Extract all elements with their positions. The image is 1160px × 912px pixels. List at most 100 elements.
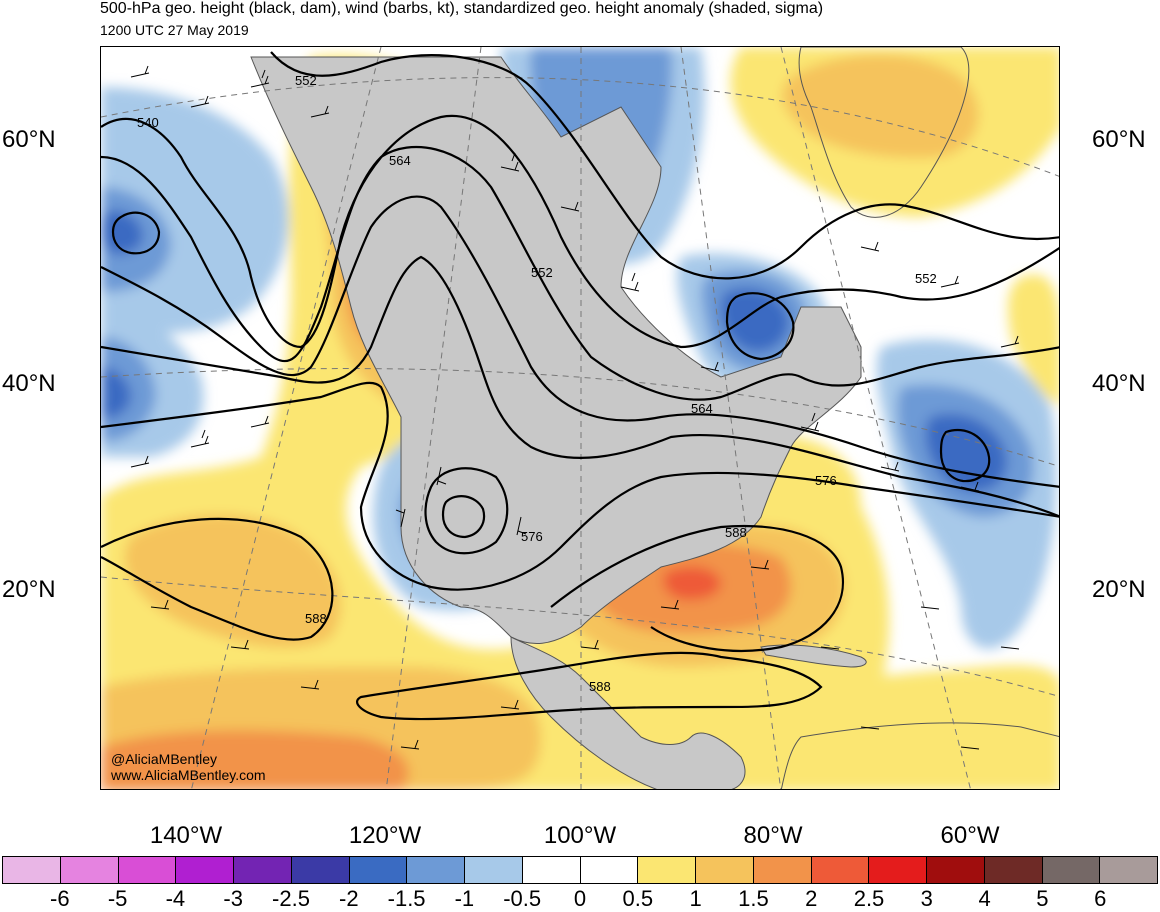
contour-label-588-gulf: 588 xyxy=(725,525,747,540)
lon-label-140w: 140°W xyxy=(149,822,223,849)
graticule-lon-80 xyxy=(680,47,782,789)
colorbar-cell xyxy=(696,857,754,883)
wind-barb xyxy=(130,65,150,78)
map-title: 500-hPa geo. height (black, dam), wind (… xyxy=(100,0,824,17)
colorbar-label: 0.5 xyxy=(622,886,654,911)
graticule-lat-60 xyxy=(101,77,1059,177)
colorbar-label: -1.5 xyxy=(387,886,426,911)
colorbar-cell xyxy=(407,857,465,883)
anomaly-2-tropics xyxy=(101,730,409,789)
wind-barb xyxy=(150,599,170,610)
colorbar-label: -2.5 xyxy=(272,886,310,911)
colorbar-cell xyxy=(118,857,177,883)
wind-barb xyxy=(395,508,406,528)
land-greenland xyxy=(798,47,970,218)
contour-label-552-center: 552 xyxy=(531,265,553,280)
colorbar-cell xyxy=(349,857,408,883)
wind-barb xyxy=(940,275,960,288)
anomaly-15-nepac xyxy=(124,514,341,648)
wind-barb xyxy=(660,599,680,610)
colorbar-cell xyxy=(291,857,350,883)
graticule-lon-140 xyxy=(190,47,382,789)
colorbar-cell xyxy=(522,857,581,883)
colorbar-label: 0 xyxy=(573,886,587,911)
colorbar-label: 3 xyxy=(920,886,933,911)
wind-barb xyxy=(620,272,640,292)
colorbar-cell xyxy=(811,857,870,883)
wind-barb xyxy=(516,516,527,536)
land-north-america xyxy=(250,56,862,645)
land-mexico xyxy=(510,636,746,789)
colorbar-label: 6 xyxy=(1094,886,1107,911)
lat-label-20n-left: 20°N xyxy=(2,576,56,603)
land-masses xyxy=(250,47,1059,789)
contour-line xyxy=(101,255,1059,518)
colorbar-cell xyxy=(984,857,1043,883)
graticule xyxy=(101,47,1059,789)
wind-barb xyxy=(500,152,520,172)
map-panel: 552 540 564 552 552 564 576 576 588 588 … xyxy=(100,46,1060,790)
lon-label-80w: 80°W xyxy=(743,822,803,849)
contour-line xyxy=(101,195,1059,488)
colorbar-cell xyxy=(465,857,523,883)
contour-line xyxy=(101,517,334,641)
wind-barb xyxy=(860,726,880,730)
land-south-america xyxy=(780,722,1059,789)
contour-line xyxy=(424,467,509,555)
wind-barb xyxy=(700,361,720,372)
contour-label-564-east: 564 xyxy=(691,401,713,416)
colorbar-label: -2 xyxy=(339,886,359,911)
contour-label-576-cutoff: 576 xyxy=(521,529,543,544)
wind-barb xyxy=(190,429,210,448)
contour-line xyxy=(725,292,795,361)
colorbar-label: -1 xyxy=(454,886,475,911)
wind-barb xyxy=(1000,646,1020,650)
anomaly-15-greenland xyxy=(782,54,979,158)
wind-barb xyxy=(960,481,980,492)
colorbar-cell xyxy=(753,857,812,883)
wind-barb xyxy=(960,746,980,750)
wind-barb xyxy=(230,639,250,650)
anomaly-positive-east xyxy=(1008,274,1059,406)
wind-barb xyxy=(580,639,600,650)
wind-barb xyxy=(436,466,447,486)
lat-label-60n-right: 60°N xyxy=(1092,126,1146,153)
contour-label-552-nw: 552 xyxy=(295,73,317,88)
contour-label-576-east: 576 xyxy=(815,473,837,488)
colorbar-cell xyxy=(869,857,927,883)
colorbar-cell xyxy=(580,857,639,883)
wind-barb xyxy=(190,95,210,108)
contour-label-564-ridge: 564 xyxy=(389,153,411,168)
wind-barb xyxy=(130,455,150,468)
colorbar-cell xyxy=(3,857,61,883)
lat-label-20n-right: 20°N xyxy=(1092,576,1146,603)
lon-label-120w: 120°W xyxy=(348,822,422,849)
contour-line xyxy=(111,211,161,255)
contour-label-588-pacific: 588 xyxy=(305,611,327,626)
contour-label-588-south: 588 xyxy=(589,679,611,694)
colorbar-label: 2.5 xyxy=(853,886,885,911)
graticule-lat-20 xyxy=(101,576,1059,697)
anomaly-neg2-alaska xyxy=(101,210,143,255)
colorbar-cell xyxy=(1042,857,1101,883)
contour-line xyxy=(550,524,844,653)
anomaly-neg2-pacific xyxy=(101,367,131,419)
colorbar-cell xyxy=(176,857,234,883)
colorbar-label: -0.5 xyxy=(503,886,542,911)
colorbar-cell xyxy=(1100,857,1157,883)
colorbar-cell xyxy=(927,857,985,883)
height-contours xyxy=(101,51,1059,721)
contour-line xyxy=(101,114,1059,349)
colorbar-cell xyxy=(638,857,696,883)
credit-handle: @AliciaMBentley xyxy=(111,751,218,767)
land-cuba xyxy=(760,644,867,668)
colorbar-label: 1 xyxy=(689,886,702,911)
colorbar-label: -5 xyxy=(107,886,128,911)
wind-barb xyxy=(560,201,580,212)
anomaly-25-gulf xyxy=(663,566,721,600)
wind-barb xyxy=(310,105,330,118)
wind-barb xyxy=(300,679,320,690)
contour-line xyxy=(101,145,1059,401)
colorbar xyxy=(2,856,1158,884)
lat-label-60n-left: 60°N xyxy=(2,126,56,153)
